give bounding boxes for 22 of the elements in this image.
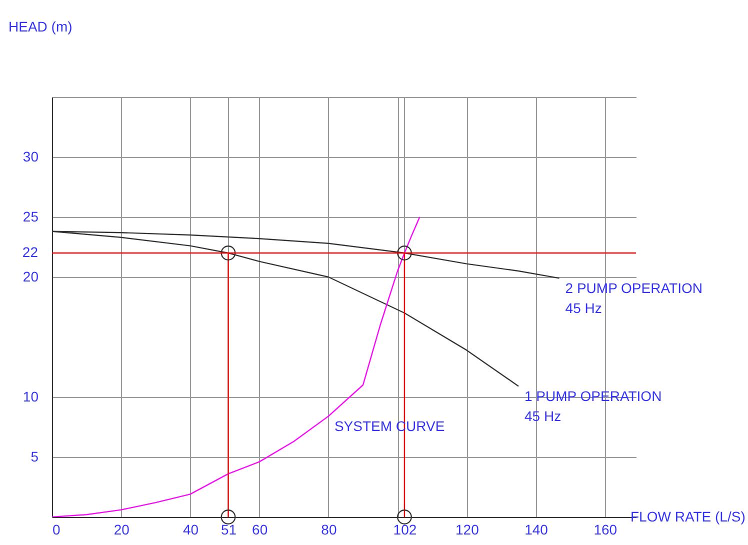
y-tick-label: 30 bbox=[22, 148, 39, 164]
x-tick-label: 120 bbox=[455, 522, 480, 538]
x-tick-label: 160 bbox=[594, 522, 618, 538]
x-tick-label: 0 bbox=[52, 522, 60, 538]
x-tick-label: 40 bbox=[182, 522, 199, 538]
annotation: 1 PUMP OPERATION bbox=[524, 388, 662, 404]
annotation: 2 PUMP OPERATION bbox=[565, 280, 702, 296]
x-tick-label: 140 bbox=[524, 522, 548, 538]
ref-line-label: 22 bbox=[22, 244, 38, 260]
x-tick-label: 60 bbox=[252, 522, 268, 538]
y-tick-label: 10 bbox=[22, 388, 39, 404]
annotation: 45 Hz bbox=[565, 300, 602, 316]
x-tick-label: 102 bbox=[393, 522, 417, 538]
x-tick-label: 20 bbox=[114, 522, 130, 538]
y-axis-title: HEAD (m) bbox=[8, 18, 72, 34]
x-axis-title: FLOW RATE (L/S) bbox=[630, 508, 746, 524]
annotation: 45 Hz bbox=[524, 408, 562, 424]
x-tick-label: 80 bbox=[321, 522, 337, 538]
x-tick-label: 51 bbox=[220, 522, 237, 538]
y-tick-label: 5 bbox=[30, 448, 39, 464]
y-tick-label: 20 bbox=[22, 268, 39, 284]
y-tick-label: 25 bbox=[22, 208, 39, 224]
